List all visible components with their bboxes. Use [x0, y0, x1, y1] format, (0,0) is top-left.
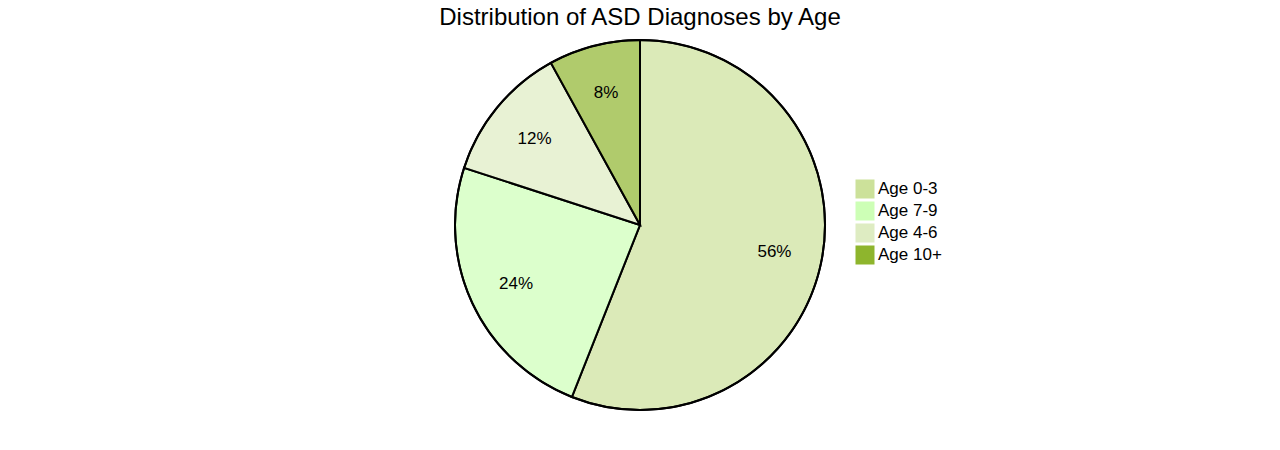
slice — [551, 40, 640, 225]
data-label: 12% — [518, 129, 552, 148]
data-label: 8% — [594, 83, 619, 102]
legend-label: Age 7-9 — [878, 201, 938, 220]
pie: 56% 24% 12% 8% — [455, 40, 825, 410]
legend: Age 0-3 Age 7-9 Age 4-6 Age 10+ — [856, 179, 942, 264]
legend-label: Age 0-3 — [878, 179, 938, 198]
legend-swatch — [856, 246, 874, 264]
data-label: 56% — [757, 242, 791, 261]
title: Distribution of ASD Diagnoses by Age — [439, 3, 841, 30]
pie-outline — [455, 40, 825, 410]
legend-label: Age 4-6 — [878, 223, 938, 242]
data-label: 24% — [499, 274, 533, 293]
legend-swatch — [856, 202, 874, 220]
legend-swatch — [856, 224, 874, 242]
legend-swatch — [856, 180, 874, 198]
legend-item: Age 10+ — [856, 245, 942, 264]
legend-label: Age 10+ — [878, 245, 942, 264]
chart: Distribution of ASD Diagnoses by Age 56% 2… — [0, 0, 1280, 450]
legend-item: Age 4-6 — [856, 223, 938, 242]
legend-item: Age 7-9 — [856, 201, 938, 220]
legend-item: Age 0-3 — [856, 179, 938, 198]
